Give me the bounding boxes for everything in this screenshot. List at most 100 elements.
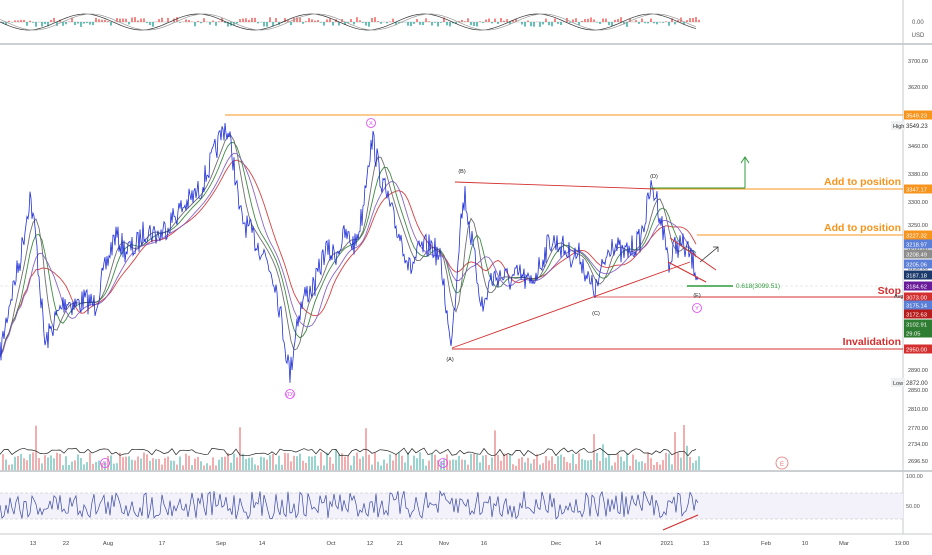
osc-bar xyxy=(506,19,508,22)
volume-bar xyxy=(320,452,322,470)
osc-bar xyxy=(149,22,151,25)
osc-bar xyxy=(305,21,307,22)
volume-bar xyxy=(86,462,88,470)
volume-bar xyxy=(212,457,214,470)
osc-bar xyxy=(473,22,475,26)
volume-bar xyxy=(314,456,316,470)
osc-bar xyxy=(662,22,664,23)
volume-bar xyxy=(647,452,649,470)
price-tick-3380.00: 3380.00 xyxy=(908,172,928,178)
osc-bar xyxy=(635,20,637,22)
volume-bar xyxy=(65,456,67,470)
osc-bar xyxy=(533,22,535,27)
wave-circle-label-X: X xyxy=(369,121,373,127)
time-label-Mar: Mar xyxy=(839,541,849,547)
volume-bar xyxy=(197,457,199,470)
osc-bar xyxy=(98,19,100,22)
osc-bar xyxy=(698,20,700,22)
volume-bar xyxy=(686,446,688,470)
volume-bar xyxy=(53,458,55,470)
volume-bar xyxy=(152,458,154,470)
volume-bar xyxy=(194,459,196,470)
osc-bar xyxy=(410,22,412,26)
volume-bar xyxy=(269,455,271,470)
volume-bar xyxy=(362,456,364,470)
osc-bar xyxy=(581,21,583,22)
osc-bar xyxy=(572,19,574,22)
osc-bar xyxy=(158,19,160,22)
osc-bar xyxy=(41,22,43,27)
osc-bar xyxy=(371,18,373,22)
osc-bar xyxy=(323,22,325,26)
volume-bar xyxy=(128,456,130,470)
volume-bar xyxy=(38,458,40,470)
volume-bar xyxy=(329,457,331,470)
osc-bar xyxy=(551,22,553,26)
volume-bar xyxy=(224,457,226,470)
osc-bar xyxy=(83,22,85,24)
volume-bar xyxy=(245,459,247,470)
osc-bar xyxy=(356,17,358,22)
osc-bar xyxy=(14,20,16,22)
volume-bar xyxy=(32,452,34,470)
rsi-tick-100: 100.00 xyxy=(906,474,923,480)
price-tag-text-29.05: 29.05 xyxy=(906,332,921,338)
volume-bar xyxy=(251,457,253,470)
volume-bar xyxy=(605,458,607,470)
osc-bar xyxy=(365,22,367,26)
volume-bar xyxy=(407,452,409,470)
osc-bar xyxy=(497,22,499,24)
osc-bar xyxy=(647,22,649,23)
osc-bar xyxy=(131,18,133,23)
volume-bar xyxy=(56,453,58,470)
osc-bar xyxy=(638,22,640,24)
osc-bar xyxy=(17,20,19,22)
price-tick-2890.00: 2890.00 xyxy=(908,368,928,374)
osc-bar xyxy=(110,22,112,26)
price-axis[interactable]: 3700.003620.003540.003460.003380.003300.… xyxy=(904,59,932,465)
price-tag-text-3218.97: 3218.97 xyxy=(906,243,927,249)
volume-bar xyxy=(623,461,625,470)
osc-bar xyxy=(125,19,127,22)
volume-bar xyxy=(506,455,508,471)
volume-bar xyxy=(116,463,118,470)
volume-bar xyxy=(524,462,526,470)
osc-bar xyxy=(245,18,247,22)
volume-bar xyxy=(518,459,520,470)
osc-bar xyxy=(419,22,421,25)
volume-bar xyxy=(203,465,205,470)
volume-bar xyxy=(173,461,175,470)
time-label-Aug: Aug xyxy=(103,541,113,547)
volume-bar xyxy=(14,457,16,470)
osc-bar xyxy=(53,18,55,22)
volume-bar xyxy=(542,463,544,470)
volume-bar xyxy=(263,458,265,471)
volume-bar xyxy=(638,462,640,470)
volume-bar xyxy=(479,462,481,470)
volume-bar xyxy=(356,453,358,470)
price-tag-text-3347.17: 3347.17 xyxy=(906,188,927,194)
osc-bar xyxy=(128,22,130,24)
osc-bar xyxy=(503,21,505,22)
fib-level-label: 0.618(3099.51) xyxy=(736,283,780,290)
volume-bar xyxy=(23,458,25,470)
volume-bar xyxy=(656,462,658,470)
time-label-21: 21 xyxy=(397,541,403,547)
volume-bar xyxy=(494,430,496,470)
price-tick-3700.00: 3700.00 xyxy=(908,59,928,65)
volume-bar xyxy=(545,456,547,470)
volume-bar xyxy=(401,456,403,470)
volume-bar xyxy=(488,465,490,470)
volume-bar xyxy=(599,461,601,470)
osc-bar xyxy=(248,20,250,22)
volume-bar xyxy=(254,464,256,470)
volume-bar xyxy=(500,461,502,470)
price-tick-2810.00: 2810.00 xyxy=(908,407,928,413)
osc-bar xyxy=(464,21,466,22)
osc-bar xyxy=(62,22,64,26)
volume-bar xyxy=(2,454,4,470)
osc-bar xyxy=(23,20,25,22)
osc-bar xyxy=(185,19,187,22)
volume-bar xyxy=(62,465,64,470)
